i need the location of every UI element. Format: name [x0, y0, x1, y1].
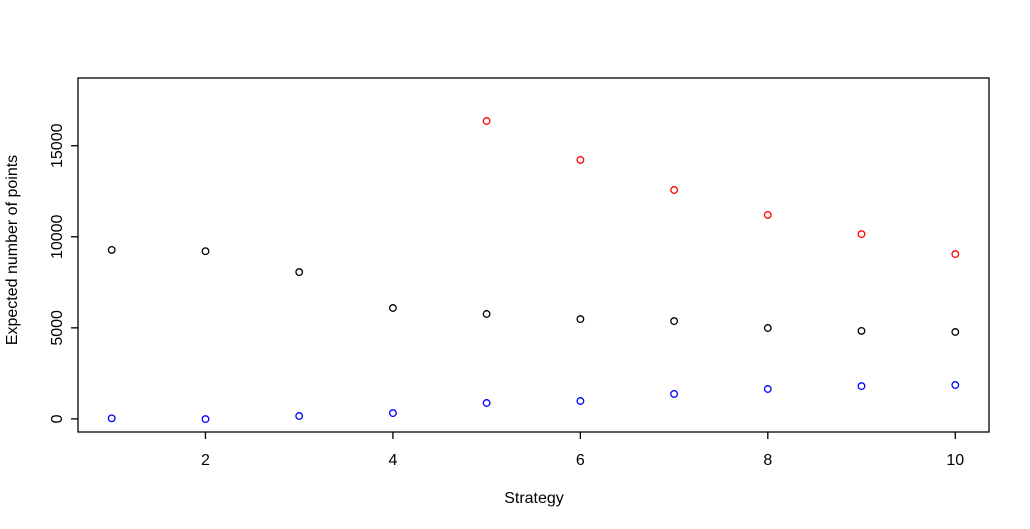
x-axis-tick-label: 8	[763, 452, 772, 469]
data-point-black-series	[670, 317, 679, 326]
y-axis-tick-label: 15000	[49, 123, 66, 168]
data-point-black-series	[763, 324, 772, 332]
x-axis-tick-label: 2	[201, 452, 210, 469]
data-point-blue-series	[670, 389, 679, 398]
y-axis-tick-label: 10000	[49, 214, 66, 259]
data-point-red-series	[951, 250, 960, 259]
y-axis-title: Expected number of points	[4, 155, 21, 345]
plot-generated-layer: 2 4 6 8 10 0 5000 10000 15000	[49, 77, 990, 469]
data-point-red-series	[763, 210, 772, 219]
y-axis-tick-label: 0	[49, 414, 66, 423]
data-point-blue-series	[201, 415, 210, 424]
data-point-red-series	[576, 155, 585, 164]
data-point-blue-series	[951, 381, 960, 389]
x-axis-tick-label: 10	[946, 452, 964, 469]
x-axis-title: Strategy	[504, 490, 564, 507]
data-point-blue-series	[482, 399, 491, 407]
data-point-red-series	[857, 230, 866, 239]
data-point-blue-series	[576, 397, 585, 405]
x-axis-tick-label: 4	[388, 452, 397, 469]
data-point-blue-series	[857, 382, 866, 391]
data-point-blue-series	[388, 409, 397, 418]
data-point-blue-series	[107, 414, 116, 423]
data-point-black-series	[295, 268, 304, 277]
data-point-black-series	[576, 315, 585, 324]
data-point-blue-series	[763, 385, 772, 393]
y-axis-tick-label: 5000	[49, 310, 66, 346]
data-point-red-series	[482, 117, 491, 125]
data-point-blue-series	[295, 412, 304, 420]
data-point-black-series	[857, 326, 866, 335]
data-point-red-series	[670, 186, 679, 194]
plot-box	[77, 77, 990, 433]
data-point-black-series	[482, 310, 491, 318]
data-point-black-series	[107, 245, 116, 254]
data-point-black-series	[388, 304, 397, 312]
x-axis-tick-label: 6	[576, 452, 585, 469]
data-point-black-series	[201, 247, 210, 256]
data-point-black-series	[951, 328, 960, 336]
